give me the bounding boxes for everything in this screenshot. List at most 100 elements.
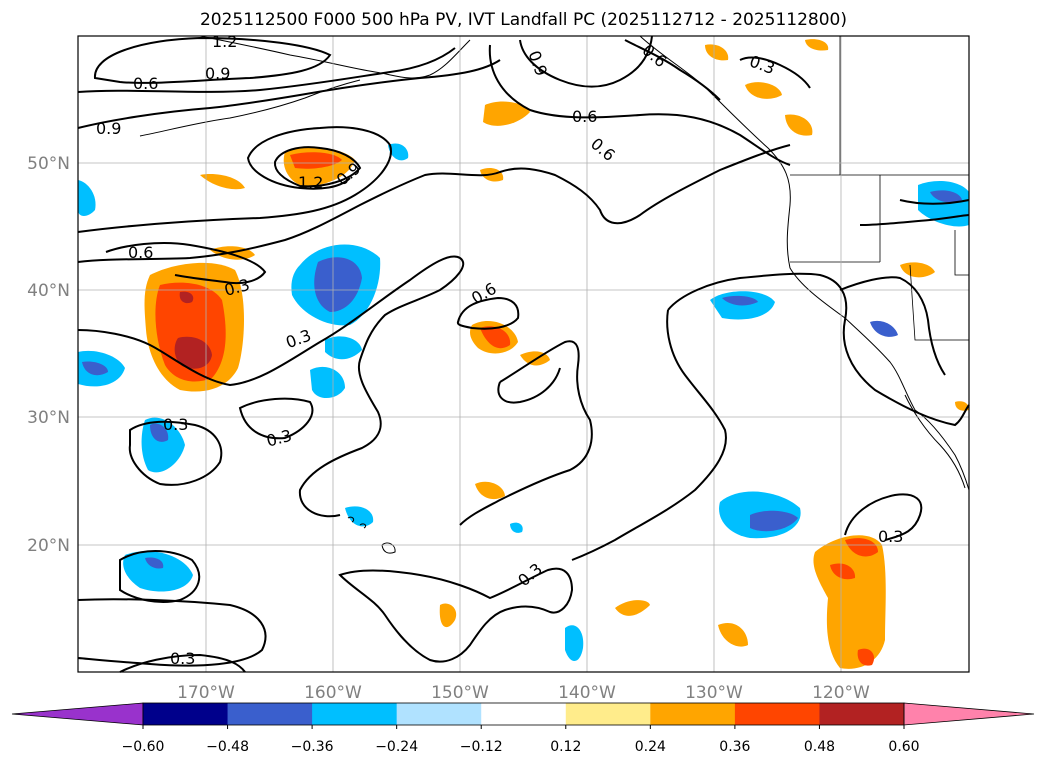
colorbar-tick-label: −0.36 bbox=[291, 739, 334, 755]
contour-line bbox=[238, 397, 314, 440]
colorbar-segment bbox=[734, 703, 820, 725]
contour-label: 0.3 bbox=[170, 649, 195, 668]
contour-line bbox=[571, 309, 727, 561]
map-title: 2025112500 F000 500 hPa PV, IVT Landfall… bbox=[199, 10, 847, 30]
negative-anomaly-fill bbox=[78, 180, 96, 216]
colorbar-segment bbox=[650, 703, 736, 725]
contour-line bbox=[77, 126, 392, 233]
contour-line bbox=[105, 241, 267, 285]
contour-line bbox=[459, 340, 593, 526]
negative-anomaly-fill bbox=[388, 143, 409, 161]
lon-label: 120°W bbox=[812, 683, 870, 703]
negative-anomaly-fill bbox=[510, 522, 523, 533]
contour-line bbox=[128, 420, 223, 486]
lon-label: 150°W bbox=[431, 683, 489, 703]
positive-anomaly-fill bbox=[615, 600, 650, 616]
colorbar-segment bbox=[227, 703, 313, 725]
colorbar-segment bbox=[143, 703, 229, 725]
lon-axis-labels: 170°W 160°W 150°W 140°W 130°W 120°W bbox=[177, 683, 870, 703]
lon-label: 140°W bbox=[558, 683, 616, 703]
positive-anomaly-fill bbox=[805, 39, 829, 51]
hawaii-islands bbox=[347, 516, 396, 554]
contour-label: 0.9 bbox=[96, 119, 121, 138]
pv-contours bbox=[77, 35, 970, 673]
positive-anomaly-fill bbox=[705, 44, 729, 61]
contour-line bbox=[519, 35, 653, 88]
contour-line bbox=[77, 598, 267, 667]
anomaly-fills bbox=[78, 39, 969, 669]
negative-anomaly-fill bbox=[310, 366, 345, 399]
contour-line bbox=[338, 567, 574, 663]
contour-line bbox=[839, 276, 946, 376]
state-border bbox=[954, 230, 969, 276]
lat-label: 50°N bbox=[27, 154, 70, 174]
contour-line bbox=[77, 144, 791, 263]
gridlines bbox=[78, 36, 969, 672]
colorbar-tick-label: 0.12 bbox=[550, 739, 581, 755]
lat-label: 40°N bbox=[27, 281, 70, 301]
contour-label: 0.9 bbox=[205, 64, 230, 83]
positive-anomaly-fill bbox=[200, 174, 245, 190]
colorbar-segment bbox=[481, 703, 567, 725]
colorbar-extension-low bbox=[11, 702, 144, 726]
colorbar: −0.60 −0.48 −0.36 −0.24 −0.12 0.12 0.24 0.36 0.4… bbox=[11, 702, 1035, 755]
negative-anomaly-fill bbox=[325, 336, 362, 360]
positive-anomaly-fill bbox=[483, 101, 530, 126]
positive-anomaly-fill bbox=[290, 152, 342, 169]
colorbar-segment bbox=[565, 703, 651, 725]
positive-anomaly-fill bbox=[785, 114, 813, 136]
strong-negative-anomaly-fill bbox=[722, 295, 758, 306]
contour-line bbox=[93, 36, 332, 84]
contour-line bbox=[624, 39, 721, 101]
contour-line bbox=[77, 59, 501, 129]
positive-anomaly-fill bbox=[745, 82, 782, 99]
contour-line bbox=[456, 296, 520, 330]
strong-positive-anomaly-fill bbox=[174, 336, 212, 369]
colorbar-tick-label: 0.36 bbox=[719, 739, 750, 755]
lon-label: 160°W bbox=[304, 683, 362, 703]
positive-anomaly-fill bbox=[475, 481, 505, 500]
contour-label: 0.3 bbox=[163, 415, 188, 434]
lon-label: 170°W bbox=[177, 683, 235, 703]
colorbar-tick-label: −0.60 bbox=[122, 739, 165, 755]
lat-label: 20°N bbox=[27, 536, 70, 556]
contour-label: 0.6 bbox=[133, 74, 158, 93]
strong-negative-anomaly-fill bbox=[145, 557, 164, 569]
strong-positive-anomaly-fill bbox=[179, 291, 194, 304]
positive-anomaly-fill bbox=[845, 538, 878, 557]
colorbar-tick-label: 0.24 bbox=[635, 739, 666, 755]
map-frame bbox=[77, 35, 970, 673]
strong-negative-anomaly-fill bbox=[930, 190, 962, 203]
negative-anomaly-fill bbox=[123, 551, 193, 592]
contour-label: 0.6 bbox=[128, 243, 153, 262]
positive-anomaly-fill bbox=[830, 563, 856, 580]
contour-line bbox=[497, 367, 561, 404]
colorbar-segment bbox=[396, 703, 482, 725]
colorbar-frame bbox=[142, 702, 905, 726]
alaska-coastline bbox=[199, 35, 471, 79]
contour-line bbox=[899, 199, 970, 205]
strong-negative-anomaly-fill bbox=[750, 510, 798, 532]
colorbar-segment bbox=[819, 703, 905, 725]
contour-label: 1.2 bbox=[298, 173, 323, 192]
contour-line bbox=[667, 272, 970, 427]
negative-anomaly-fill bbox=[870, 320, 898, 337]
contour-line bbox=[859, 214, 970, 226]
colorbar-tick-label: −0.24 bbox=[375, 739, 418, 755]
colorbar-segment bbox=[312, 703, 398, 725]
contour-line bbox=[77, 255, 465, 518]
north-america-coastline bbox=[639, 35, 970, 491]
contour-label: 0.6 bbox=[572, 107, 597, 126]
positive-anomaly-fill bbox=[955, 401, 969, 411]
lat-axis-labels: 50°N 40°N 30°N 20°N bbox=[27, 154, 70, 556]
strong-negative-anomaly-fill bbox=[150, 423, 169, 442]
colorbar-tick-label: −0.48 bbox=[206, 739, 249, 755]
positive-anomaly-fill bbox=[439, 603, 457, 628]
contour-line bbox=[488, 44, 791, 166]
contour-label: 0.3 bbox=[878, 527, 903, 546]
negative-anomaly-fill bbox=[345, 506, 374, 527]
positive-anomaly-fill bbox=[857, 648, 875, 666]
contour-line bbox=[77, 47, 456, 93]
contour-label: 1.2 bbox=[212, 32, 237, 51]
